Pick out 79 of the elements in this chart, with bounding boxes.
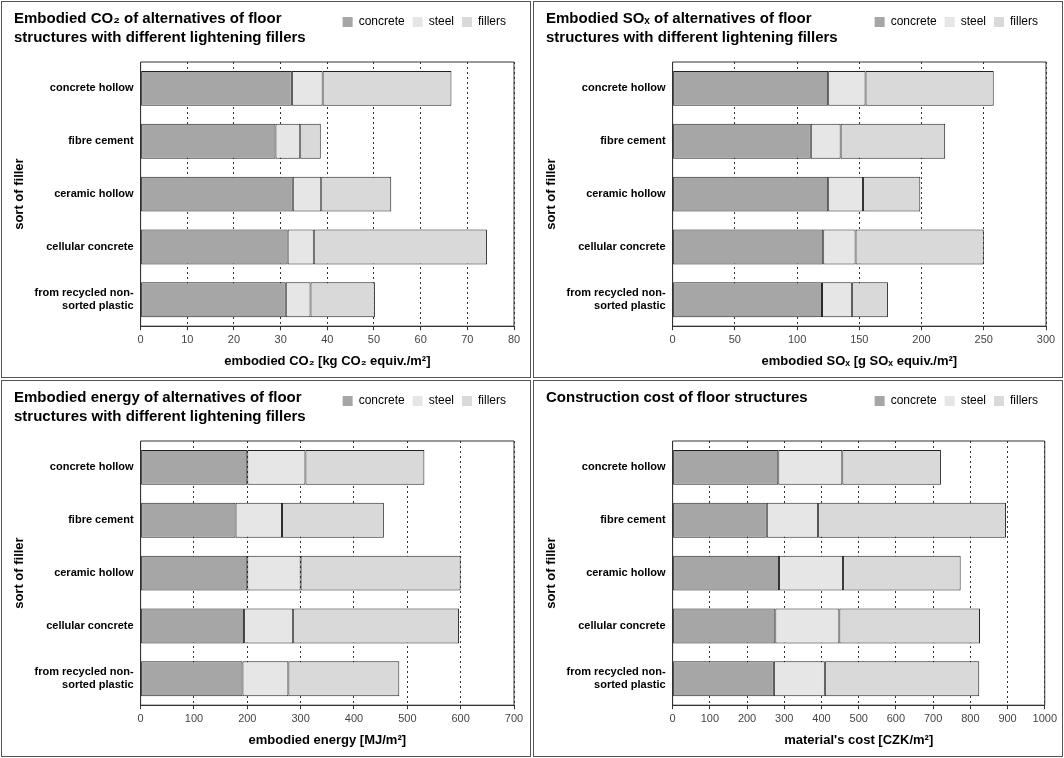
x-tick-label: 0 xyxy=(669,711,676,724)
x-tick-label: 100 xyxy=(700,711,720,724)
y-tick-label: cellular concrete xyxy=(578,239,666,252)
x-tick-label: 0 xyxy=(137,332,144,345)
legend-label: steel xyxy=(428,14,455,29)
y-tick-label: concrete hollow xyxy=(49,460,135,473)
y-tick-label: concrete hollow xyxy=(581,460,667,473)
y-axis-title: sort of filler xyxy=(543,158,559,230)
x-tick-label: 80 xyxy=(507,332,521,345)
y-tick-label: from recycled non-sorted plastic xyxy=(34,286,134,312)
x-tick-label: 200 xyxy=(912,332,931,345)
legend-label: fillers xyxy=(1010,393,1039,408)
x-axis-title: embodied SOₓ [g SOₓ equiv./m²] xyxy=(761,352,958,368)
y-axis-title: sort of filler xyxy=(11,158,27,230)
x-tick-label: 600 xyxy=(451,711,470,724)
x-tick-label: 300 xyxy=(291,711,310,724)
x-tick-label: 1000 xyxy=(1032,711,1058,724)
x-tick-label: 60 xyxy=(414,332,427,345)
y-tick-label: cellular concrete xyxy=(46,239,134,252)
chart-title: Embodied CO₂ of alternatives of floor structures with different lightening fillers xyxy=(14,8,307,46)
x-tick-label: 30 xyxy=(274,332,287,345)
x-tick-label: 250 xyxy=(974,332,993,345)
y-tick-label: ceramic hollow xyxy=(586,566,667,579)
x-tick-label: 0 xyxy=(137,711,144,724)
x-tick-label: 700 xyxy=(504,711,524,724)
chart-title: Embodied energy of alternatives of floor structures with different lightening fillers xyxy=(14,387,307,425)
y-tick-label: ceramic hollow xyxy=(54,566,135,579)
x-axis-title: embodied energy [MJ/m²] xyxy=(248,731,407,747)
legend-label: steel xyxy=(960,393,987,408)
x-tick-label: 800 xyxy=(961,711,980,724)
y-tick-label: fibre cement xyxy=(600,134,666,147)
x-tick-label: 500 xyxy=(849,711,868,724)
y-axis-title: sort of filler xyxy=(11,537,27,609)
legend-label: steel xyxy=(428,393,455,408)
chart-title: Embodied SOₓ of alternatives of floor structures with different lightening fillers xyxy=(546,8,839,46)
x-tick-label: 70 xyxy=(461,332,474,345)
legend-label: fillers xyxy=(478,14,507,29)
legend-label: concrete xyxy=(890,14,937,29)
legend-label: concrete xyxy=(890,393,937,408)
x-tick-label: 100 xyxy=(184,711,204,724)
y-tick-label: from recycled non-sorted plastic xyxy=(34,665,134,691)
x-tick-label: 50 xyxy=(367,332,381,345)
x-tick-label: 10 xyxy=(181,332,194,345)
x-tick-label: 20 xyxy=(227,332,241,345)
x-tick-label: 0 xyxy=(669,332,676,345)
x-tick-label: 300 xyxy=(775,711,794,724)
y-tick-label: concrete hollow xyxy=(49,81,135,94)
x-tick-label: 900 xyxy=(998,711,1017,724)
y-axis-title: sort of filler xyxy=(543,537,559,609)
x-tick-label: 400 xyxy=(344,711,364,724)
y-tick-label: ceramic hollow xyxy=(54,187,135,200)
chart-title: Construction cost of floor structures xyxy=(546,387,809,406)
y-tick-label: fibre cement xyxy=(600,513,666,526)
y-tick-label: ceramic hollow xyxy=(586,187,667,200)
x-tick-label: 400 xyxy=(812,711,831,724)
legend-label: concrete xyxy=(358,14,405,29)
x-tick-label: 200 xyxy=(238,711,257,724)
legend-label: fillers xyxy=(1010,14,1039,29)
x-tick-label: 40 xyxy=(321,332,334,345)
y-tick-label: from recycled non-sorted plastic xyxy=(566,665,666,691)
x-tick-label: 500 xyxy=(398,711,417,724)
legend-label: fillers xyxy=(478,393,507,408)
legend-label: concrete xyxy=(358,393,405,408)
x-tick-label: 200 xyxy=(737,711,757,724)
x-tick-label: 300 xyxy=(1036,332,1056,345)
x-tick-label: 50 xyxy=(728,332,741,345)
legend-label: steel xyxy=(960,14,987,29)
x-tick-label: 100 xyxy=(787,332,807,345)
x-tick-label: 700 xyxy=(923,711,943,724)
x-axis-title: material's cost [CZK/m²] xyxy=(784,731,934,747)
y-tick-label: cellular concrete xyxy=(578,618,666,631)
x-tick-label: 600 xyxy=(886,711,906,724)
y-tick-label: from recycled non-sorted plastic xyxy=(566,286,666,312)
y-tick-label: concrete hollow xyxy=(581,81,667,94)
y-tick-label: fibre cement xyxy=(68,134,134,147)
x-axis-title: embodied CO₂ [kg CO₂ equiv./m²] xyxy=(224,352,431,368)
y-tick-label: fibre cement xyxy=(68,513,134,526)
x-tick-label: 150 xyxy=(850,332,869,345)
y-tick-label: cellular concrete xyxy=(46,618,134,631)
